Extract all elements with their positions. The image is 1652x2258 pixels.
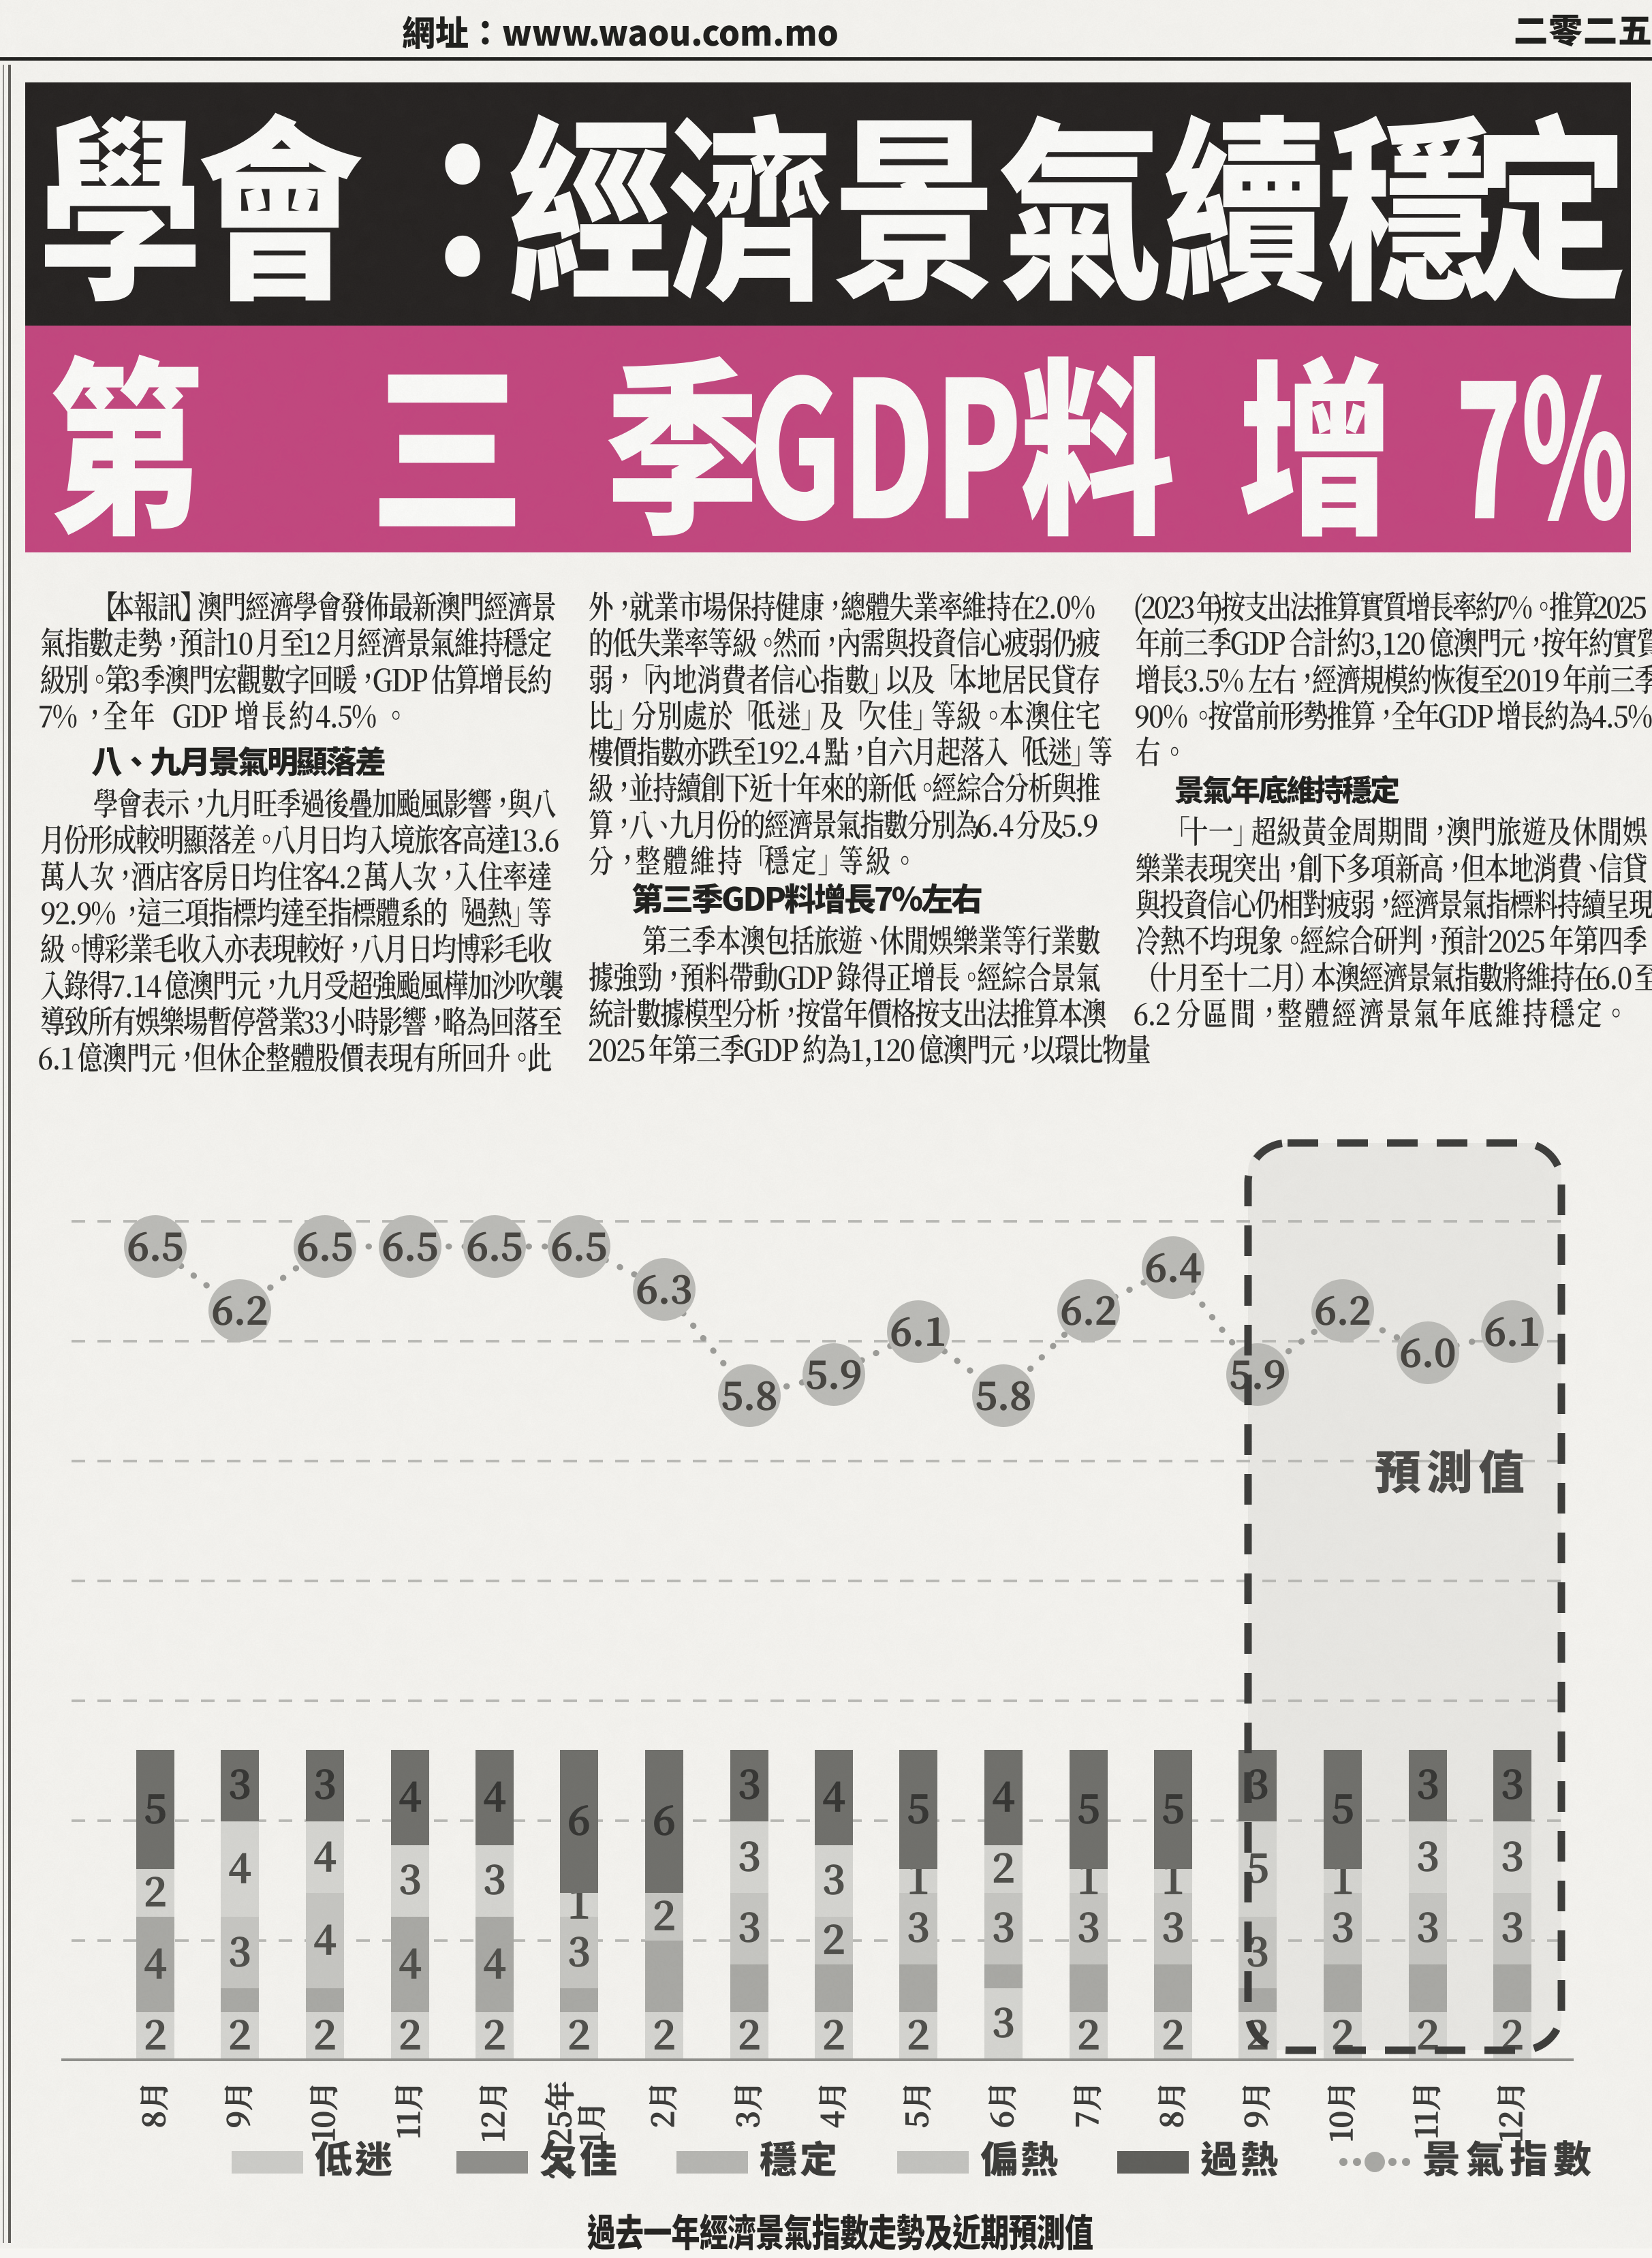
svg-text:3: 3 <box>1501 1896 1523 1953</box>
svg-text:5: 5 <box>1077 1777 1100 1834</box>
svg-text:6: 6 <box>567 1789 590 1846</box>
svg-text:3: 3 <box>483 1848 505 1905</box>
svg-text:3: 3 <box>1501 1825 1523 1882</box>
svg-text:3: 3 <box>399 1848 421 1905</box>
svg-text:5: 5 <box>1162 1777 1184 1834</box>
svg-text:穩: 穩 <box>1328 82 1493 326</box>
svg-text:3: 3 <box>992 1896 1014 1953</box>
svg-text:預測值: 預測值 <box>1375 1435 1530 1503</box>
svg-text:6.0: 6.0 <box>1400 1323 1456 1378</box>
svg-text:景: 景 <box>832 82 997 326</box>
svg-text:7%: 7% <box>1456 326 1628 552</box>
svg-text:6.2: 6.2 <box>1061 1281 1117 1336</box>
svg-text:5: 5 <box>907 1777 929 1834</box>
svg-text:3: 3 <box>1416 1896 1439 1953</box>
svg-text:6: 6 <box>653 1789 675 1846</box>
svg-text:3: 3 <box>822 1848 845 1905</box>
svg-text:8月: 8月 <box>130 2081 174 2128</box>
svg-text:6.5: 6.5 <box>551 1217 607 1272</box>
svg-text:9月: 9月 <box>1232 2081 1276 2128</box>
svg-text:三: 三 <box>370 326 525 552</box>
svg-text:4: 4 <box>399 1932 421 1989</box>
svg-text:6.1: 6.1 <box>1484 1302 1540 1357</box>
svg-text:4: 4 <box>992 1765 1014 1822</box>
svg-text:3: 3 <box>313 1753 336 1810</box>
svg-text:6.5: 6.5 <box>297 1217 353 1272</box>
svg-text:5: 5 <box>1331 1777 1354 1834</box>
svg-text:5.9: 5.9 <box>1230 1345 1285 1400</box>
svg-text:6月: 6月 <box>978 2081 1022 2128</box>
svg-text:3: 3 <box>228 1920 251 1977</box>
svg-text:8月: 8月 <box>1148 2081 1191 2128</box>
svg-text:6.1: 6.1 <box>890 1302 946 1357</box>
svg-text:6.2: 6.2 <box>212 1281 268 1336</box>
svg-text:4: 4 <box>483 1932 505 1989</box>
svg-text:3月: 3月 <box>724 2081 768 2128</box>
svg-text:4月: 4月 <box>809 2081 852 2128</box>
svg-text:料: 料 <box>1020 326 1175 552</box>
svg-text:6.3: 6.3 <box>636 1260 692 1315</box>
svg-text:氣: 氣 <box>998 82 1163 326</box>
svg-text:3: 3 <box>228 1753 251 1810</box>
svg-text:5月: 5月 <box>893 2081 937 2128</box>
svg-text:4: 4 <box>228 1836 251 1894</box>
svg-text:9月: 9月 <box>215 2081 258 2128</box>
svg-text:學: 學 <box>38 82 203 326</box>
svg-text:4: 4 <box>483 1765 505 1822</box>
svg-text:定: 定 <box>1474 82 1627 326</box>
svg-text:6.4: 6.4 <box>1145 1238 1201 1293</box>
svg-text:3: 3 <box>992 1991 1014 2048</box>
svg-text:5.8: 5.8 <box>721 1366 777 1421</box>
svg-text:會: 會 <box>198 82 362 326</box>
svg-text:6.5: 6.5 <box>382 1217 438 1272</box>
svg-text:12月: 12月 <box>469 2081 513 2142</box>
svg-text:4: 4 <box>822 1765 845 1822</box>
svg-text:低迷: 低迷 <box>315 2129 395 2184</box>
svg-text:景氣指數: 景氣指數 <box>1422 2129 1597 2184</box>
svg-text:續: 續 <box>1162 82 1327 326</box>
svg-text:經: 經 <box>508 82 672 326</box>
svg-text:第: 第 <box>48 326 204 552</box>
svg-text:GDP: GDP <box>749 326 1022 552</box>
svg-text:濟: 濟 <box>668 82 832 326</box>
svg-text:10月: 10月 <box>1318 2081 1361 2142</box>
svg-text:5.9: 5.9 <box>806 1345 862 1400</box>
svg-text:3: 3 <box>1501 1753 1523 1810</box>
svg-text:6.5: 6.5 <box>127 1217 183 1272</box>
svg-text:3: 3 <box>738 1825 760 1882</box>
svg-text:4: 4 <box>144 1932 166 1989</box>
svg-text:過熱: 過熱 <box>1200 2129 1281 2184</box>
svg-text:6.2: 6.2 <box>1315 1281 1371 1336</box>
svg-text:6.5: 6.5 <box>467 1217 523 1272</box>
svg-text:增: 增 <box>1238 326 1393 552</box>
svg-text:3: 3 <box>1416 1825 1439 1882</box>
svg-text:3: 3 <box>1416 1753 1439 1810</box>
svg-text:3: 3 <box>738 1753 760 1810</box>
svg-text:5: 5 <box>144 1777 166 1834</box>
svg-text:季: 季 <box>605 326 760 552</box>
svg-text:4: 4 <box>399 1765 421 1822</box>
svg-text:4: 4 <box>313 1908 336 1965</box>
svg-text:2月: 2月 <box>639 2081 683 2128</box>
svg-text:偏熱: 偏熱 <box>980 2129 1061 2184</box>
svg-text:7月: 7月 <box>1063 2081 1107 2128</box>
svg-text:欠佳: 欠佳 <box>540 2129 620 2184</box>
svg-text:3: 3 <box>738 1896 760 1953</box>
svg-text:穩定: 穩定 <box>760 2129 840 2184</box>
svg-text:5.8: 5.8 <box>976 1366 1031 1421</box>
svg-text:4: 4 <box>313 1825 336 1882</box>
